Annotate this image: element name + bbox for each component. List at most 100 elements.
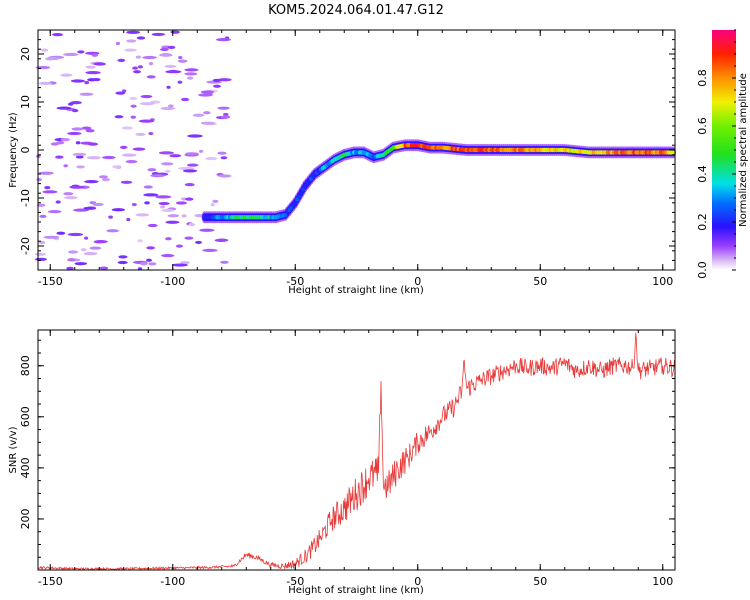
spectrogram-x-ticks: -150 -100 -50 0 50 100 — [38, 30, 673, 288]
spectrogram-trace-cell — [301, 187, 306, 192]
spectrogram-noise-cell — [186, 163, 199, 167]
spectrogram-noise-cell — [160, 47, 169, 52]
spectrogram-trace-cell — [293, 200, 298, 205]
colorbar-tick-label: 0.8 — [696, 69, 709, 87]
spectrogram-noise-cell — [199, 149, 204, 153]
spectrogram-noise-cell — [177, 80, 183, 84]
spectrogram-noise-cell — [212, 78, 221, 83]
snr-x-label: Height of straight line (km) — [288, 585, 424, 596]
spectrogram-noise-cell — [66, 266, 74, 270]
spectrogram-noise-cell — [85, 65, 96, 69]
spectrogram-noise-cell — [185, 152, 199, 156]
spectrogram-noise-cell — [139, 102, 155, 106]
spectrogram-noise-cell — [137, 65, 144, 69]
spectrogram-marks — [34, 30, 676, 271]
snr-y-tick-label: 200 — [19, 508, 32, 529]
spectrogram-noise-cell — [60, 73, 73, 77]
spectrogram-noise-cell — [86, 156, 101, 160]
spectrogram-y-tick-label: 20 — [19, 47, 32, 61]
spectrogram-noise-cell — [184, 236, 194, 240]
snr-panel: -150 -100 -50 0 50 100 200 400 600 800 Height of… — [8, 329, 676, 596]
spectrogram-noise-cell — [67, 131, 82, 136]
spectrogram-noise-cell — [160, 106, 176, 111]
spectrogram-noise-cell — [138, 119, 155, 123]
spectrogram-noise-cell — [56, 141, 65, 145]
spectrogram-noise-cell — [121, 153, 137, 157]
spectrogram-x-tick-label: 100 — [652, 275, 673, 288]
spectrogram-noise-cell — [148, 262, 157, 266]
spectrogram-noise-cell — [114, 115, 124, 119]
spectrogram-noise-cell — [36, 203, 46, 207]
spectrogram-noise-cell — [67, 232, 84, 237]
spectrogram-noise-cell — [212, 199, 219, 203]
spectrogram-noise-cell — [81, 126, 92, 130]
spectrogram-noise-cell — [126, 39, 137, 43]
spectrogram-noise-cell — [167, 45, 176, 49]
spectrogram-noise-cell — [117, 58, 126, 62]
spectrogram-noise-cell — [218, 174, 232, 178]
spectrogram-noise-cell — [75, 141, 81, 145]
colorbar-tick-label: 0.2 — [696, 213, 709, 231]
spectrogram-y-tick-label: 0 — [19, 147, 32, 154]
spectrogram-noise-cell — [166, 85, 171, 89]
spectrogram-noise-cell — [71, 109, 79, 113]
spectrogram-noise-cell — [63, 164, 68, 168]
spectrogram-noise-cell — [135, 132, 146, 137]
spectrogram-noise-cell — [115, 91, 126, 95]
spectrogram-noise-cell — [67, 250, 79, 254]
spectrogram-noise-cell — [68, 102, 74, 106]
spectrogram-noise-cell — [89, 246, 102, 250]
spectrogram-noise-cell — [83, 206, 97, 210]
spectrogram-noise-cell — [192, 113, 205, 117]
snr-y-tick-label: 800 — [19, 355, 32, 376]
spectrogram-noise-cell — [187, 134, 203, 138]
snr-background — [38, 330, 675, 570]
spectrogram-noise-cell — [183, 169, 198, 173]
colorbar-scale — [712, 30, 736, 270]
spectrogram-noise-cell — [56, 106, 72, 110]
spectrogram-noise-cell — [188, 223, 196, 227]
spectrogram-noise-cell — [63, 52, 79, 57]
spectrogram-noise-cell — [116, 165, 122, 170]
spectrogram-noise-cell — [115, 41, 121, 46]
snr-frame — [37, 329, 676, 571]
spectrogram-noise-cell — [130, 104, 137, 108]
spectrogram-noise-cell — [60, 138, 71, 142]
spectrogram-noise-cell — [44, 186, 51, 190]
spectrogram-noise-cell — [200, 121, 216, 125]
spectrogram-noise-cell — [126, 30, 141, 34]
spectrogram-noise-cell — [143, 193, 159, 197]
spectrogram-noise-cell — [39, 214, 47, 218]
spectrogram-noise-cell — [39, 240, 46, 245]
spectrogram-noise-cell — [210, 203, 215, 207]
spectrogram-noise-cell — [126, 217, 131, 222]
spectrogram-noise-cell — [175, 201, 187, 205]
spectrogram-noise-cell — [47, 210, 62, 214]
spectrogram-noise-cell — [55, 200, 61, 204]
spectrogram-noise-cell — [80, 248, 87, 252]
spectrogram-noise-cell — [161, 208, 175, 212]
spectrogram-noise-cell — [144, 201, 150, 205]
spectrogram-noise-cell — [148, 131, 154, 136]
snr-x-tick-label: 0 — [414, 575, 421, 588]
spectrogram-noise-cell — [171, 263, 188, 267]
spectrogram-noise-cell — [117, 260, 128, 265]
snr-y-ticks: 200 400 600 800 — [19, 339, 675, 558]
spectrogram-noise-cell — [85, 71, 101, 75]
spectrogram-noise-cell — [140, 94, 153, 99]
spectrogram-noise-cell — [164, 169, 171, 173]
spectrogram-noise-cell — [40, 48, 49, 52]
spectrogram-noise-cell — [150, 174, 166, 178]
spectrogram-noise-cell — [136, 36, 146, 40]
spectrogram-noise-cell — [87, 142, 99, 146]
spectrogram-noise-cell — [108, 215, 113, 219]
snr-x-tick-label: 100 — [652, 575, 673, 588]
spectrogram-noise-cell — [36, 177, 42, 182]
spectrogram-y-label: Frequency (Hz) — [8, 112, 19, 188]
spectrogram-noise-cell — [111, 208, 126, 212]
spectrogram-noise-cell — [175, 244, 184, 248]
spectrogram-noise-cell — [205, 156, 218, 161]
spectrogram-noise-cell — [43, 235, 60, 239]
spectrogram-noise-cell — [184, 72, 198, 76]
